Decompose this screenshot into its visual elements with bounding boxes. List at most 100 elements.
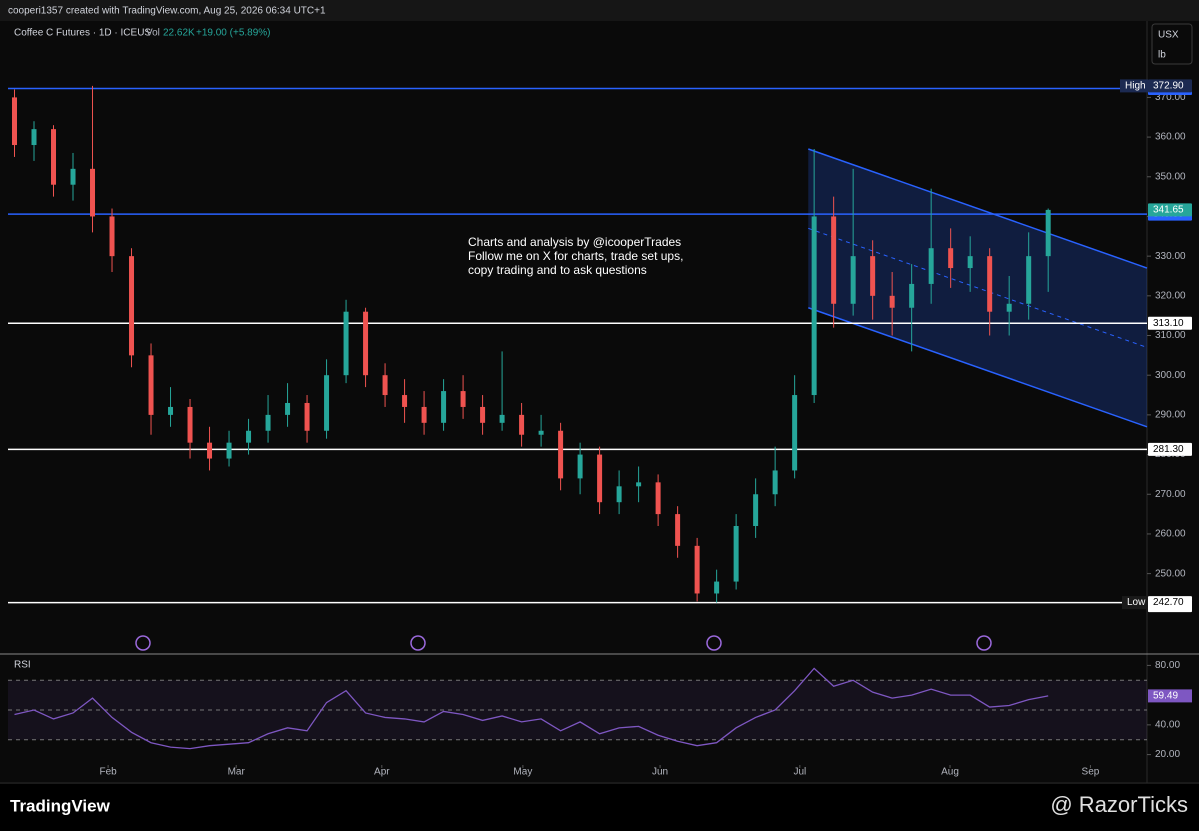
candle-body: [792, 395, 798, 471]
channel-midline: [808, 227, 1148, 348]
high-label: 372.90: [1153, 81, 1184, 92]
candle-body: [265, 414, 271, 431]
y-tick-label: 330.00: [1155, 251, 1186, 262]
rsi-line: [14, 667, 1049, 750]
candle-body: [441, 391, 447, 423]
rsi-value-label: 59.49: [1153, 691, 1178, 702]
candle-body: [772, 470, 778, 495]
candle-body: [246, 430, 252, 443]
event-icon[interactable]: [706, 635, 722, 651]
candle-body: [382, 375, 388, 396]
credit: @ RazorTicks: [1050, 792, 1188, 817]
y-tick-label: 310.00: [1155, 330, 1186, 341]
volume: 22.62K: [163, 28, 195, 39]
candle-body: [304, 402, 310, 431]
candle-body: [70, 168, 76, 185]
candle-body: [577, 454, 583, 479]
candle-body: [343, 311, 349, 376]
low-label-box: [1148, 596, 1192, 610]
high-tag-box: [1120, 79, 1148, 93]
event-icon[interactable]: [976, 635, 992, 651]
level-label-box: [1148, 316, 1192, 330]
candle-body: [675, 514, 681, 546]
candle-body: [90, 168, 96, 217]
header-bar: [0, 0, 1199, 21]
low-label: 242.70: [1153, 597, 1184, 608]
unit: lb: [1158, 50, 1166, 61]
events: [135, 635, 992, 651]
candle-body: [948, 248, 954, 269]
candle-body: [51, 129, 57, 185]
low-tag-box: [1122, 596, 1148, 610]
candle-body: [363, 311, 369, 376]
y-tick-label: 300.00: [1155, 370, 1186, 381]
x-tick-label: Mar: [228, 767, 246, 778]
candle-body: [655, 482, 661, 515]
candle-body: [168, 406, 174, 415]
rsi-y-tick-label: 20.00: [1155, 749, 1180, 760]
candle-body: [129, 256, 135, 356]
annotation: Follow me on X for charts, trade set ups…: [468, 249, 683, 263]
candle-body: [12, 97, 18, 146]
x-tick-label: Feb: [100, 767, 118, 778]
rsi-y-tick-label: 40.00: [1155, 720, 1180, 731]
candle-body: [538, 430, 544, 435]
x-tick-label: Aug: [941, 767, 959, 778]
last-price-label: 341.65: [1153, 205, 1184, 216]
x-tick-label: Sep: [1082, 767, 1100, 778]
candle-body: [909, 283, 915, 308]
page-header: cooperi1357 created with TradingView.com…: [8, 6, 326, 17]
y-tick-label: 270.00: [1155, 489, 1186, 500]
candle-body: [499, 414, 505, 423]
y-tick-label: 320.00: [1155, 290, 1186, 301]
annotation: Charts and analysis by @icooperTrades: [468, 235, 681, 249]
candle-body: [207, 442, 213, 459]
chart-title: Coffee C Futures · 1D · ICEUS: [14, 28, 151, 39]
y-tick-label: 370.00: [1155, 92, 1186, 103]
candle-body: [889, 295, 895, 308]
y-tick-label: 360.00: [1155, 132, 1186, 143]
candle-body: [480, 406, 486, 423]
annotation: copy trading and to ask questions: [468, 263, 647, 277]
rsi-y-tick-label: 80.00: [1155, 660, 1180, 671]
high-label-box: [1148, 79, 1192, 93]
candle-body: [1006, 303, 1012, 312]
candle-body: [694, 545, 700, 594]
candle-body: [870, 256, 876, 296]
candle-body: [402, 395, 408, 407]
y-tick-label: 260.00: [1155, 529, 1186, 540]
brand: TradingView: [10, 796, 111, 815]
candle-body: [714, 581, 720, 594]
footer-bar: [0, 784, 1199, 831]
level-label: 281.30: [1153, 444, 1184, 455]
candle-body: [811, 216, 817, 396]
y-tick-label: 350.00: [1155, 171, 1186, 182]
candle-body: [850, 256, 856, 304]
level-label-box: [1148, 442, 1192, 456]
candle-body: [967, 256, 973, 269]
x-tick-label: Jun: [652, 767, 668, 778]
candle-body: [753, 494, 759, 527]
candle-body: [148, 355, 154, 415]
change: +19.00 (+5.89%): [196, 28, 271, 39]
event-icon[interactable]: [135, 635, 151, 651]
candle-body: [558, 430, 564, 479]
unit-box[interactable]: [1151, 23, 1193, 65]
candle-body: [109, 216, 115, 257]
candle-body: [519, 414, 525, 435]
candle-body: [987, 256, 993, 312]
candle-body: [616, 486, 622, 503]
candle-body: [460, 391, 466, 407]
channel-lower: [808, 307, 1148, 428]
last-price-label-box: [1148, 203, 1192, 217]
y-tick-label: 290.00: [1155, 410, 1186, 421]
candle-body: [324, 375, 330, 431]
candle-body: [636, 482, 642, 487]
high-tag: High: [1125, 81, 1146, 92]
event-icon[interactable]: [410, 635, 426, 651]
x-tick-label: Apr: [374, 767, 390, 778]
channel-upper: [808, 148, 1148, 269]
candle-body: [1045, 209, 1051, 257]
x-tick-label: Jul: [793, 767, 806, 778]
